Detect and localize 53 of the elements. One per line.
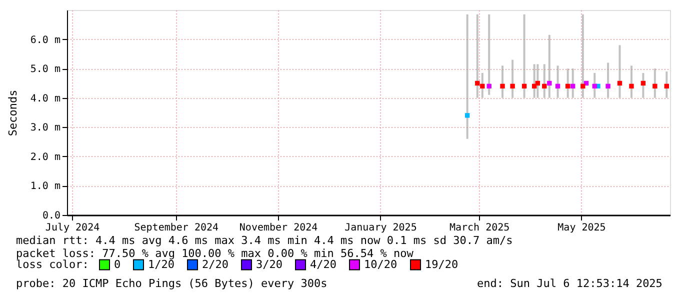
point <box>565 84 570 88</box>
x-tick-label: May 2025 <box>558 222 606 234</box>
bar <box>466 14 468 139</box>
point <box>547 80 552 86</box>
point <box>535 80 540 86</box>
point <box>580 84 586 88</box>
x-tick-label: January 2025 <box>344 222 417 234</box>
y-tick-label: 4.0 m <box>30 93 60 104</box>
x-tick-label: March 2025 <box>449 222 510 234</box>
point <box>640 80 646 86</box>
bar <box>582 14 584 98</box>
legend-label: 0 <box>114 258 121 271</box>
point <box>606 84 610 88</box>
point <box>510 84 515 88</box>
legend-label: 3/20 <box>256 258 282 271</box>
y-axis-title: Seconds <box>6 90 20 136</box>
text: probe: 20 ICMP Echo Pings (56 Bytes) every 300s <box>16 277 328 290</box>
y-tick-label: 3.0 m <box>30 122 60 134</box>
bar <box>523 14 526 98</box>
point <box>486 84 492 88</box>
point <box>522 84 527 88</box>
point <box>500 84 505 88</box>
point <box>652 84 658 88</box>
y-tick-label: 2.0 m <box>30 152 60 163</box>
point <box>617 80 622 86</box>
legend-title: loss color: <box>16 258 89 271</box>
bar <box>548 34 550 98</box>
point <box>464 113 470 118</box>
legend-label: 19/20 <box>425 258 458 271</box>
y-tick-label: 6.0 m <box>30 34 60 46</box>
y-tick-label: 5.0 m <box>30 64 60 76</box>
x-tick-label: September 2024 <box>134 222 219 234</box>
point <box>592 84 597 88</box>
x-tick-label: November 2024 <box>239 222 318 234</box>
y-tick-label: 0.0 <box>42 210 60 222</box>
legend-label: 4/20 <box>310 258 336 271</box>
y-tick-label: 1.0 m <box>30 181 60 192</box>
point <box>555 84 560 88</box>
text: median rtt: 4.4 ms avg 4.6 ms max 3.4 ms min 4.4 ms now 0.1 ms sd 30.7 am/s <box>16 234 513 247</box>
legend-label: 2/20 <box>202 258 228 271</box>
bar <box>618 45 621 98</box>
point <box>475 80 480 86</box>
x-tick-label: July 2024 <box>45 222 100 234</box>
bar <box>476 14 478 98</box>
text: packet loss: 77.50 % avg 100.00 % max 0.00 % min 56.54 % now <box>16 247 414 260</box>
legend-label: 10/20 <box>364 258 398 271</box>
point <box>664 84 669 88</box>
text: end: Sun Jul 6 12:53:14 2025 <box>477 277 662 290</box>
point <box>480 84 485 88</box>
bar <box>488 14 490 95</box>
point <box>629 84 634 88</box>
point <box>570 84 576 88</box>
point <box>542 84 547 88</box>
